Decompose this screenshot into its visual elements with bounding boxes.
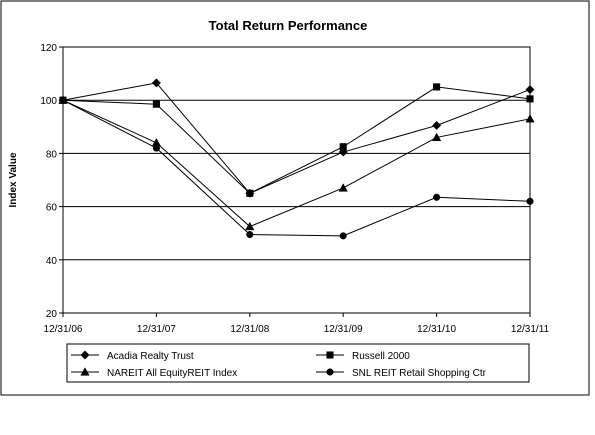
- y-tick-label: 60: [46, 203, 58, 214]
- y-tick-label: 80: [46, 149, 58, 160]
- series-line: [62, 82, 531, 194]
- legend-item: Russell 2000: [316, 351, 410, 362]
- y-axis-ticks: 20 40 60 80 100 120: [40, 43, 63, 320]
- data-point: [152, 100, 160, 108]
- data-point: [246, 230, 254, 239]
- legend-item: Acadia Realty Trust: [71, 350, 194, 362]
- legend-marker: [326, 351, 334, 359]
- data-point: [59, 96, 67, 104]
- data-point: [339, 143, 347, 151]
- data-point: [245, 221, 255, 231]
- y-tick-label: 120: [40, 43, 57, 54]
- y-tick-label: 100: [40, 96, 57, 107]
- series-group: [58, 78, 535, 240]
- data-point: [526, 197, 534, 205]
- data-point: [433, 193, 441, 201]
- legend-label: NAREIT All EquityREIT Index: [107, 368, 237, 379]
- y-tick-label: 20: [46, 309, 58, 320]
- legend-label: SNL REIT Retail Shopping Ctr: [352, 368, 487, 379]
- legend-box: [66, 343, 530, 383]
- series-line: [62, 99, 531, 237]
- series-4: [59, 96, 534, 240]
- y-tick-label: 40: [46, 256, 58, 267]
- y-axis-label: Index Value: [8, 152, 19, 207]
- data-point: [526, 95, 534, 103]
- data-point: [432, 120, 442, 131]
- series-line: [62, 99, 531, 228]
- legend-item: NAREIT All EquityREIT Index: [71, 367, 237, 379]
- legend-marker: [80, 350, 90, 360]
- legend: Acadia Realty Trust Russell 2000 NAREIT Al…: [71, 350, 487, 379]
- data-point: [431, 132, 442, 142]
- chart-title: Total Return Performance: [209, 18, 368, 33]
- series-line: [62, 86, 531, 194]
- legend-label: Acadia Realty Trust: [107, 351, 194, 362]
- data-point: [525, 114, 535, 123]
- gridlines: [63, 99, 530, 261]
- x-tick-label: 12/31/09: [324, 324, 363, 335]
- x-tick-label: 12/31/11: [511, 324, 550, 335]
- x-tick-label: 12/31/06: [44, 324, 83, 335]
- x-tick-label: 12/31/10: [417, 324, 456, 335]
- data-point: [151, 78, 161, 88]
- data-point: [246, 189, 254, 197]
- legend-marker: [80, 367, 90, 376]
- x-axis-ticks: 12/31/06 12/31/07 12/31/08 12/31/09 12/31/10…: [44, 313, 550, 335]
- x-tick-label: 12/31/07: [137, 324, 176, 335]
- data-point: [525, 85, 535, 95]
- data-point: [338, 183, 348, 192]
- plot-area: [62, 46, 531, 314]
- legend-label: Russell 2000: [352, 351, 410, 362]
- data-point: [152, 144, 160, 152]
- legend-marker: [326, 368, 334, 376]
- legend-item: SNL REIT Retail Shopping Ctr: [316, 368, 487, 379]
- data-point: [433, 83, 441, 91]
- x-tick-label: 12/31/08: [230, 324, 269, 335]
- data-point: [339, 232, 347, 240]
